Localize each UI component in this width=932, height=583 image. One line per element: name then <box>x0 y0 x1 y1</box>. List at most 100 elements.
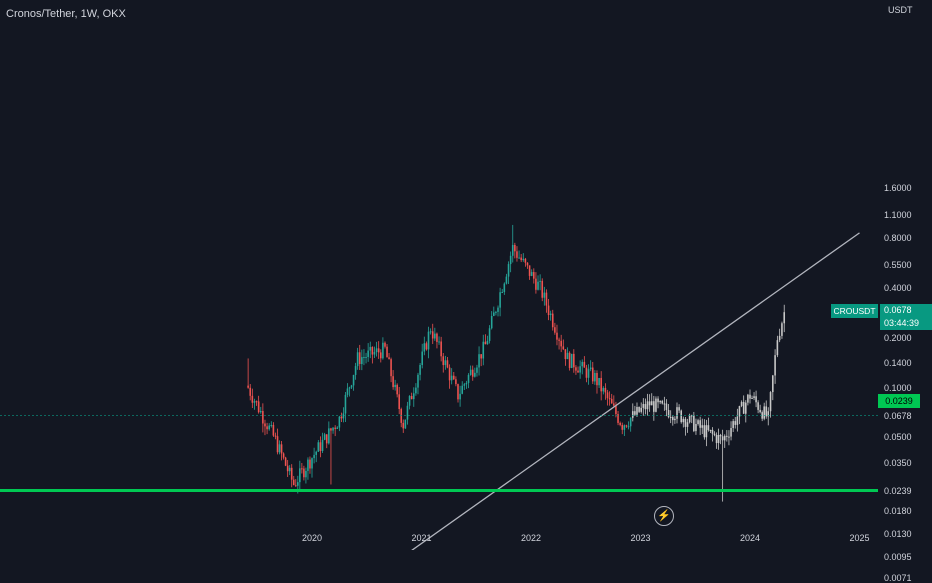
candle-body <box>734 421 737 425</box>
candle-body <box>715 434 718 444</box>
candle-body <box>776 340 779 356</box>
candle-body <box>501 292 504 294</box>
candle-body <box>713 433 716 435</box>
candle-body <box>663 403 666 405</box>
candle-body <box>352 374 355 386</box>
candle-body <box>535 278 537 290</box>
candle-body <box>346 388 349 395</box>
candle-body <box>676 407 678 419</box>
candle-body <box>549 313 552 316</box>
candle-body <box>551 313 554 328</box>
candle-body <box>721 436 724 441</box>
price-chart[interactable] <box>0 0 932 550</box>
candle-body <box>388 357 390 360</box>
candle-body <box>423 343 426 352</box>
candle-body <box>467 374 470 383</box>
chart-title: Cronos/Tether, 1W, OKX <box>6 8 126 20</box>
candle-body <box>338 416 341 428</box>
candle-body <box>772 375 774 393</box>
candle-body <box>442 356 445 366</box>
candle-body <box>575 367 577 371</box>
candle-body <box>286 465 289 472</box>
candle-body <box>707 425 710 431</box>
flash-icon[interactable]: ⚡ <box>654 506 674 526</box>
candle-body <box>680 410 683 423</box>
candle-body <box>350 385 353 388</box>
candle-body <box>436 333 438 342</box>
candle-body <box>400 409 403 423</box>
candle-body <box>344 394 347 414</box>
candle-body <box>693 415 695 432</box>
candle-body <box>427 331 430 350</box>
candle-body <box>738 406 741 417</box>
candle-body <box>703 425 706 438</box>
candle-body <box>476 367 478 373</box>
candle-body <box>488 328 491 341</box>
trend-line[interactable] <box>358 232 860 550</box>
candle-body <box>678 407 680 411</box>
symbol-tag: CROUSDT <box>831 304 878 318</box>
countdown-timer: 03:44:39 <box>884 318 920 328</box>
candle-body <box>249 387 252 396</box>
y-tick-label: 0.0095 <box>884 551 912 562</box>
candle-body <box>257 401 260 413</box>
candle-body <box>484 341 487 345</box>
y-tick-label: 0.0239 <box>884 485 912 496</box>
y-tick-label: 0.8000 <box>884 233 912 244</box>
candle-body <box>313 454 315 459</box>
candle-body <box>278 444 281 453</box>
candle-body <box>753 396 755 398</box>
current-price-value: 0.0678 <box>884 305 912 315</box>
candle-body <box>709 429 712 431</box>
candle-body <box>465 382 468 385</box>
candle-body <box>294 485 297 487</box>
candle-body <box>336 427 339 429</box>
candle-body <box>299 468 301 483</box>
candle-body <box>309 459 311 469</box>
candle-body <box>317 442 320 452</box>
candle-body <box>556 332 558 340</box>
candle-body <box>642 403 645 408</box>
candle-body <box>319 442 322 451</box>
y-tick-label: 0.0350 <box>884 458 912 469</box>
candle-body <box>373 352 376 355</box>
candle-body <box>671 417 674 421</box>
candle-body <box>615 405 617 415</box>
candle-body <box>434 333 436 339</box>
candle-body <box>613 403 615 406</box>
candle-body <box>259 411 262 413</box>
candle-body <box>701 425 704 428</box>
candle-body <box>717 434 720 444</box>
candle-body <box>408 395 411 406</box>
candle-body <box>732 421 734 429</box>
candle-body <box>356 352 359 367</box>
candle-body <box>282 453 285 458</box>
candle-body <box>478 354 480 368</box>
candle-body <box>396 384 398 395</box>
x-tick-label: 2020 <box>301 533 323 543</box>
candle-body <box>644 403 647 410</box>
candle-body <box>305 470 307 478</box>
candle-body <box>763 406 765 419</box>
candle-body <box>520 257 522 261</box>
candle-body <box>619 422 621 425</box>
candle-body <box>591 367 594 382</box>
candle-body <box>390 359 392 377</box>
candle-body <box>625 425 628 427</box>
candle-body <box>767 411 770 417</box>
candle-body <box>596 372 598 386</box>
candle-body <box>783 312 786 324</box>
candle-body <box>526 262 529 266</box>
candle-body <box>450 375 453 381</box>
currency-label: USDT <box>888 5 913 15</box>
candle-body <box>384 342 386 347</box>
candle-body <box>459 393 461 400</box>
candle-body <box>589 367 592 370</box>
candle-body <box>499 292 501 308</box>
candle-body <box>334 427 336 429</box>
candle-body <box>474 372 476 377</box>
candle-body <box>290 467 293 480</box>
candle-body <box>301 468 303 470</box>
candle-body <box>492 312 495 317</box>
candle-body <box>284 457 287 466</box>
